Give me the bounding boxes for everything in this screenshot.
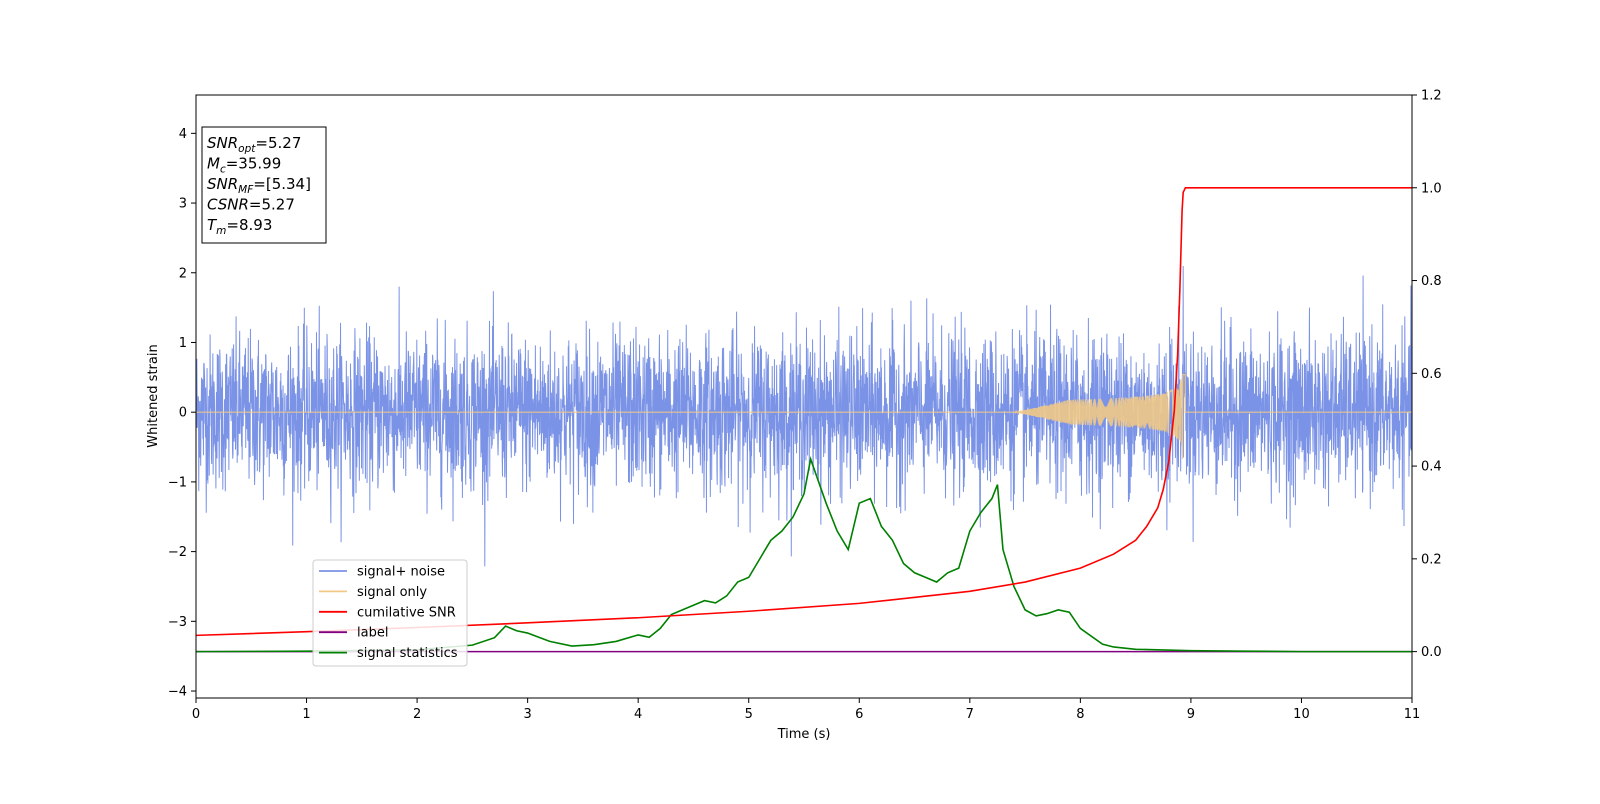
y-tick-label: 2 <box>179 266 187 281</box>
annotation-line: Tm=8.93 <box>207 216 272 237</box>
legend-label: signal only <box>357 585 427 600</box>
y2-axis-ticks: 1.2 1.0 0.8 0.6 0.4 0.2 0.0 <box>1412 89 1442 660</box>
x-tick-label: 3 <box>523 707 531 722</box>
legend-label: signal+ noise <box>357 565 445 580</box>
legend-label: cumilative SNR <box>357 605 456 620</box>
series-signal-only-line <box>196 373 1412 459</box>
series-cumulative-snr-line <box>196 186 1412 637</box>
annotation-subscript: MF <box>238 184 254 196</box>
y2-tick-label: 0.2 <box>1421 552 1442 567</box>
annotation-subscript: m <box>216 225 226 237</box>
annotation-frame <box>201 126 327 244</box>
x-axis-label: Time (s) <box>777 727 831 742</box>
annotation-subscript: c <box>220 164 226 176</box>
y2-tick-label: 0.4 <box>1421 460 1442 475</box>
series-signal-noise-line <box>196 266 1412 567</box>
annotation-line: CSNR=5.27 <box>207 196 295 214</box>
annotation-subscript: opt <box>238 143 256 155</box>
y-tick-label: 0 <box>179 406 187 421</box>
x-tick-label: 7 <box>966 707 974 722</box>
x-tick-label: 10 <box>1293 707 1310 722</box>
series-signal-statistics-line <box>196 456 1412 653</box>
y-tick-label: −3 <box>168 615 187 630</box>
x-tick-label: 4 <box>634 707 642 722</box>
y2-tick-label: 0.6 <box>1421 367 1442 382</box>
y-tick-label: 1 <box>179 336 187 351</box>
y-tick-label: −4 <box>168 685 187 700</box>
y-tick-label: 4 <box>179 127 187 142</box>
annotation-symbol: CSNR <box>207 196 249 214</box>
annotation-value: =[5.34] <box>253 175 311 193</box>
legend-frame <box>312 559 468 667</box>
annotation-symbol: T <box>207 216 218 234</box>
axes-frame <box>195 94 1413 699</box>
x-tick-label: 2 <box>413 707 421 722</box>
legend-label: label <box>357 626 388 641</box>
x-tick-label: 1 <box>302 707 310 722</box>
x-tick-label: 11 <box>1404 707 1421 722</box>
annotation-symbol: M <box>207 155 220 173</box>
x-tick-label: 8 <box>1076 707 1084 722</box>
annotation-line: SNRopt=5.27 <box>207 134 301 155</box>
legend: signal+ noise signal only cumilative SNR la… <box>312 559 468 667</box>
y2-tick-label: 0.0 <box>1421 645 1442 660</box>
annotation-value: =8.93 <box>226 216 272 234</box>
annotation-line: Mc=35.99 <box>207 155 281 176</box>
annotation-value: =5.27 <box>255 134 301 152</box>
annotation-value: =35.99 <box>226 155 282 173</box>
annotation-symbol: SNR <box>207 134 238 152</box>
y-tick-label: −1 <box>168 475 187 490</box>
x-tick-label: 0 <box>192 707 200 722</box>
y2-tick-label: 1.2 <box>1421 89 1442 104</box>
annotation-line: SNRMF=[5.34] <box>207 175 311 196</box>
y-tick-label: −2 <box>168 545 187 560</box>
annotation-symbol: SNR <box>207 175 238 193</box>
x-axis-ticks: 0 1 2 3 4 5 6 7 8 9 10 11 <box>192 698 1420 722</box>
annotation-value: =5.27 <box>249 196 295 214</box>
annotation-box: SNRopt=5.27Mc=35.99SNRMF=[5.34]CSNR=5.27… <box>201 126 327 244</box>
legend-label: signal statistics <box>357 646 458 661</box>
y2-tick-label: 1.0 <box>1421 181 1442 196</box>
y-tick-label: 3 <box>179 197 187 212</box>
y-axis-label: Whitened strain <box>146 344 161 447</box>
x-tick-label: 6 <box>855 707 863 722</box>
y-axis-ticks: 4 3 2 1 0 −1 −2 −3 −4 <box>168 127 196 700</box>
x-tick-label: 5 <box>745 707 753 722</box>
y2-tick-label: 0.8 <box>1421 274 1442 289</box>
x-tick-label: 9 <box>1187 707 1195 722</box>
